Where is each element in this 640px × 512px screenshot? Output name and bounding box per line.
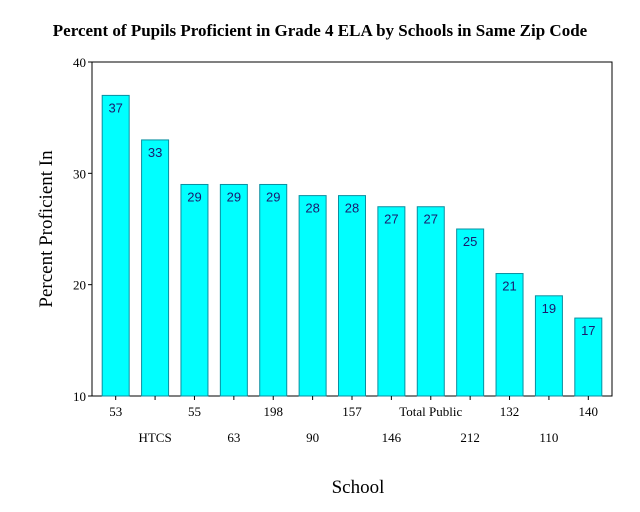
bar xyxy=(298,195,327,397)
bar xyxy=(377,206,406,397)
y-tick-label: 40 xyxy=(73,55,86,70)
chart-title: Percent of Pupils Proficient in Grade 4 … xyxy=(53,21,588,40)
x-tick-label: 212 xyxy=(460,430,480,445)
x-tick-label: 198 xyxy=(263,404,283,419)
data-label: 25 xyxy=(463,234,477,249)
bar xyxy=(574,317,603,397)
bar xyxy=(259,183,288,397)
y-tick-label: 20 xyxy=(73,278,86,293)
y-tick-label: 10 xyxy=(73,389,86,404)
y-axis: 10 20 30 40 xyxy=(73,55,92,404)
x-tick-label: 53 xyxy=(109,404,122,419)
data-label: 29 xyxy=(187,189,201,204)
x-tick-label: 132 xyxy=(500,404,520,419)
x-tick-label: 90 xyxy=(306,430,319,445)
bar xyxy=(456,228,485,397)
data-label: 28 xyxy=(345,201,359,216)
x-tick-label: HTCS xyxy=(138,430,171,445)
data-label: 27 xyxy=(424,212,438,227)
x-tick-label: 146 xyxy=(382,430,402,445)
data-label: 17 xyxy=(581,323,595,338)
bar xyxy=(101,94,130,397)
data-label: 27 xyxy=(384,212,398,227)
x-axis: 53 HTCS 55 63 198 90 157 146 Total Public 212 132 1… xyxy=(109,396,598,445)
data-label: 21 xyxy=(502,279,516,294)
data-label: 33 xyxy=(148,145,162,160)
data-label: 29 xyxy=(266,189,280,204)
y-axis-title: Percent Proficient In xyxy=(36,150,57,308)
bar xyxy=(180,183,209,397)
bar xyxy=(141,139,170,397)
data-label: 37 xyxy=(108,100,122,115)
x-axis-title: School xyxy=(332,477,385,498)
y-tick-label: 30 xyxy=(73,166,86,181)
bar xyxy=(219,183,248,397)
x-tick-label: 110 xyxy=(539,430,558,445)
data-label: 28 xyxy=(305,201,319,216)
x-tick-label: 157 xyxy=(342,404,362,419)
data-label: 29 xyxy=(227,189,241,204)
x-tick-label: 140 xyxy=(579,404,599,419)
bar xyxy=(534,295,563,397)
x-tick-label: Total Public xyxy=(399,404,462,419)
bars-group: 37 33 29 29 29 28 28 27 27 25 21 19 17 xyxy=(101,94,603,397)
bar xyxy=(338,195,366,397)
data-label: 19 xyxy=(542,301,556,316)
x-tick-label: 63 xyxy=(227,430,240,445)
x-tick-label: 55 xyxy=(188,404,201,419)
bar xyxy=(416,206,445,397)
